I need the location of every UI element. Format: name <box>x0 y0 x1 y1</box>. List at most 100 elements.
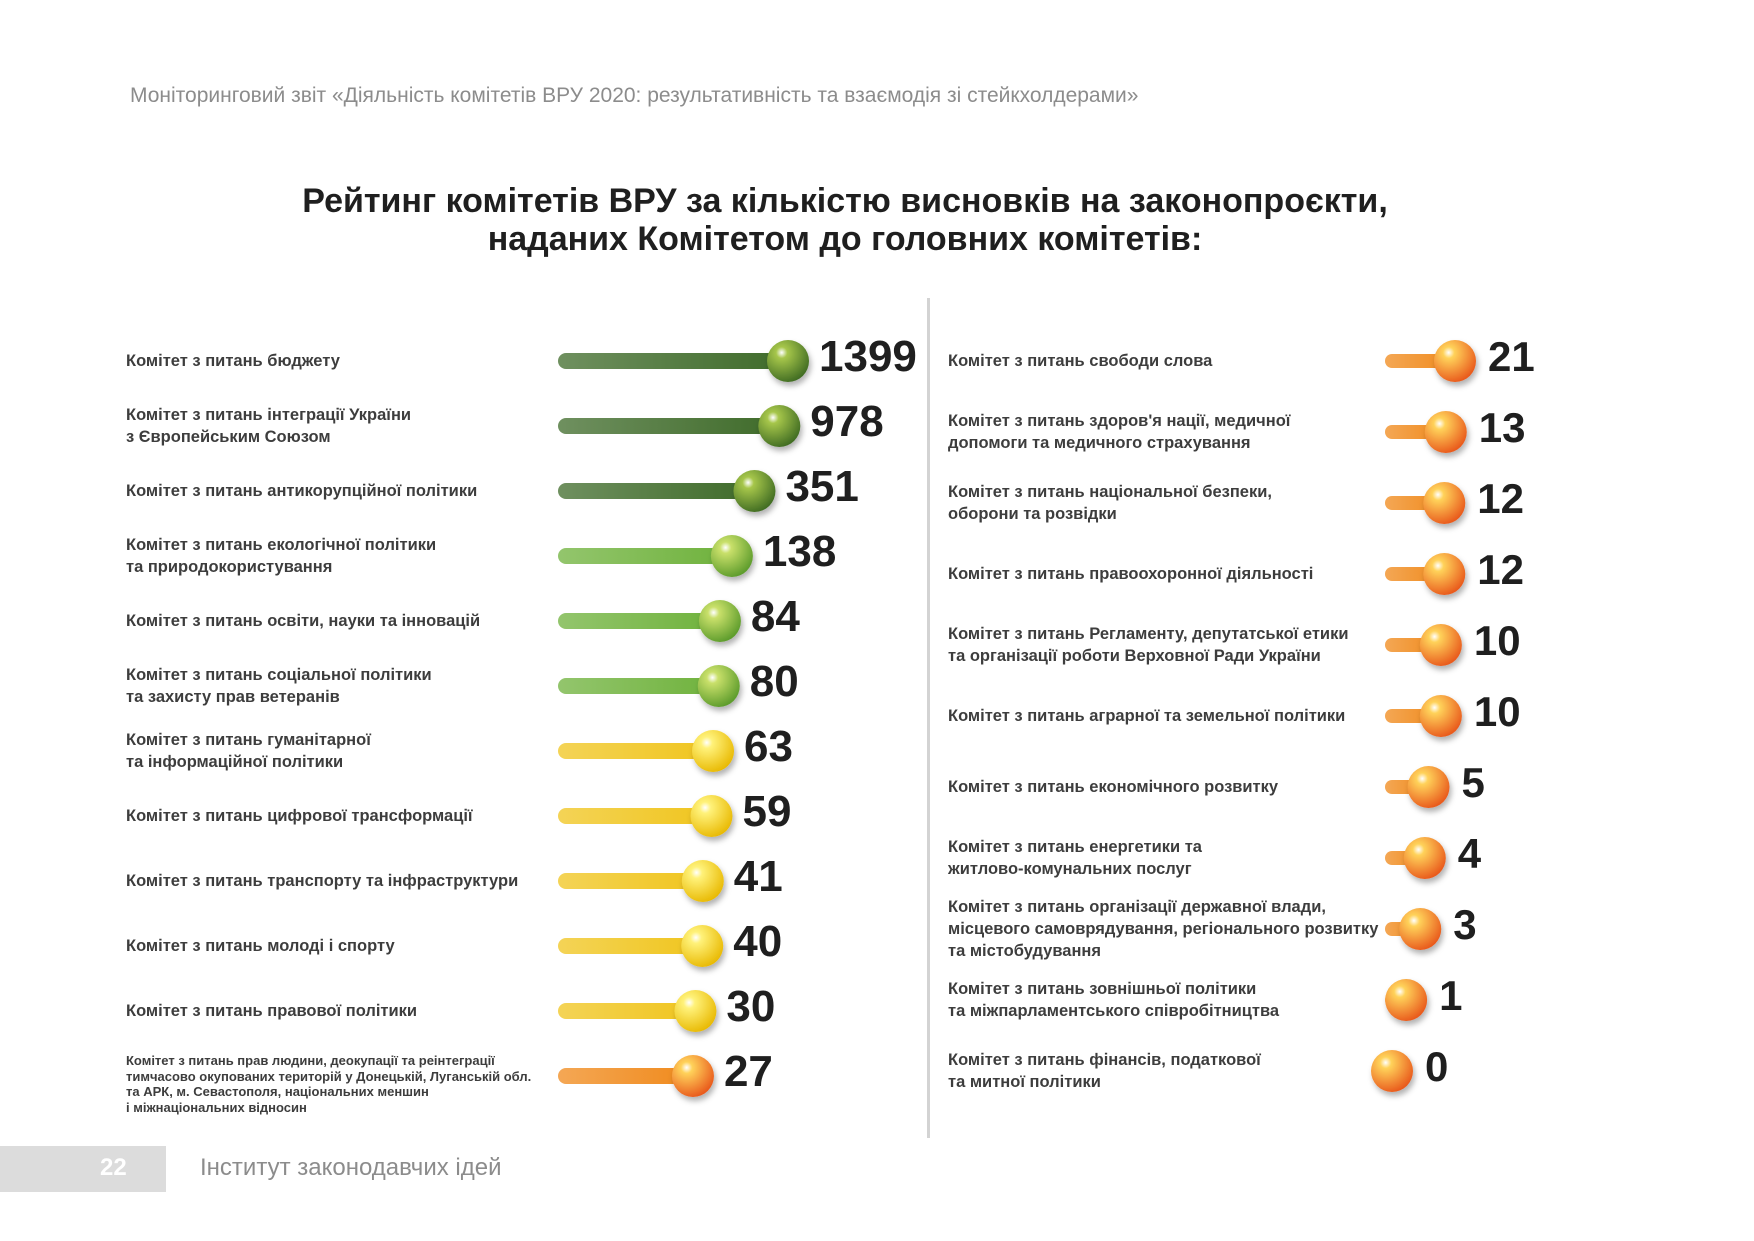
left-category-label-line: Комітет з питань прав людини, деокупації… <box>126 1053 495 1068</box>
right-bar-end-ball <box>1399 908 1442 950</box>
right-bar-end-ball <box>1403 837 1446 879</box>
right-category-label: Комітет з питань організації державної в… <box>948 896 1378 962</box>
right-category-label-line: місцевого самоврядування, регіонального … <box>948 920 1379 938</box>
right-bar-end-ball <box>1423 553 1466 595</box>
right-value-label: 3 <box>1453 901 1477 949</box>
left-bar-end-ball <box>698 600 741 642</box>
right-bar-end-ball <box>1423 482 1466 524</box>
left-bar <box>558 353 788 369</box>
left-value-label: 30 <box>726 982 776 1031</box>
left-value-label: 351 <box>785 462 859 511</box>
right-category-label: Комітет з питань зовнішньої політики та м… <box>948 978 1279 1022</box>
right-bar-end-ball <box>1419 695 1462 737</box>
left-category-label-line: Комітет з питань бюджету <box>126 352 340 370</box>
right-category-label: Комітет з питань здоров'я нації, медично… <box>948 410 1290 454</box>
left-bar-end-ball <box>690 795 733 837</box>
right-bar-end-ball <box>1434 340 1476 382</box>
right-category-label-line: Комітет з питань аграрної та земельної п… <box>948 707 1346 725</box>
right-value-label: 5 <box>1461 759 1485 807</box>
left-bar-end-ball <box>692 730 735 772</box>
right-category-label: Комітет з питань правоохоронної діяльнос… <box>948 563 1313 585</box>
left-category-label-line: Комітет з питань гуманітарної <box>126 731 371 749</box>
left-category-label: Комітет з питань транспорту та інфрастру… <box>126 870 518 892</box>
right-value-label: 10 <box>1473 617 1521 665</box>
right-bar-end-ball <box>1371 1050 1413 1092</box>
left-bar-end-ball <box>681 860 724 902</box>
right-category-label-line: Комітет з питань національної безпеки, <box>948 483 1272 501</box>
left-category-label: Комітет з питань екологічної політики та … <box>126 534 436 578</box>
right-value-label: 1 <box>1439 972 1463 1020</box>
right-category-label: Комітет з питань економічного розвитку <box>948 776 1278 798</box>
left-category-label: Комітет з питань бюджету <box>126 350 340 372</box>
right-category-label-line: Комітет з питань фінансів, податкової <box>948 1051 1261 1069</box>
left-value-label: 41 <box>733 852 783 901</box>
page-number: 22 <box>100 1154 127 1181</box>
right-value-label: 12 <box>1477 475 1524 523</box>
right-bar-end-ball <box>1419 624 1462 666</box>
right-category-label: Комітет з питань фінансів, податкової та … <box>948 1049 1261 1093</box>
footer-organization: Інститут законодавчих ідей <box>200 1154 502 1181</box>
left-category-label-line: Комітет з питань соціальної політики <box>126 666 432 684</box>
left-category-label: Комітет з питань молоді і спорту <box>126 935 395 957</box>
left-category-label: Комітет з питань інтеграції України з Євр… <box>126 404 411 448</box>
left-bar-end-ball <box>674 990 717 1032</box>
left-bar <box>558 483 755 499</box>
right-category-label-line: житлово-комунальних послуг <box>948 860 1192 878</box>
left-value-label: 59 <box>742 787 792 836</box>
left-bar <box>558 613 720 629</box>
right-category-label-line: оборони та розвідки <box>948 505 1117 523</box>
footer-page-box <box>0 1146 166 1192</box>
left-category-label-line: і міжнаціональних відносин <box>126 1099 307 1115</box>
right-value-label: 0 <box>1425 1043 1449 1091</box>
left-value-label: 84 <box>750 592 800 641</box>
right-category-label-line: та митної політики <box>948 1073 1101 1091</box>
left-category-label-line: та інформаційної політики <box>126 753 344 771</box>
left-category-label-line: Комітет з питань цифрової трансформації <box>126 807 473 825</box>
left-value-label: 978 <box>810 397 884 446</box>
left-category-label-line: Комітет з питань молоді і спорту <box>126 937 395 955</box>
left-category-label-line: Комітет з питань освіти, науки та іннова… <box>126 612 481 630</box>
left-category-label: Комітет з питань освіти, науки та іннова… <box>126 610 480 632</box>
right-bar-end-ball <box>1385 979 1428 1021</box>
left-bar <box>558 873 703 889</box>
right-category-label-line: Комітет з питань зовнішньої політики <box>948 980 1257 998</box>
left-category-label: Комітет з питань антикорупційної політик… <box>126 480 477 502</box>
left-value-label: 138 <box>762 527 837 576</box>
right-bar-end-ball <box>1407 766 1450 808</box>
left-category-label: Комітет з питань правової політики <box>126 1000 417 1022</box>
right-category-label-line: Комітет з питань організації державної в… <box>948 898 1326 916</box>
left-bar <box>558 678 719 694</box>
left-bar-end-ball <box>681 925 724 967</box>
left-bar-end-ball <box>697 665 740 707</box>
left-category-label-line: Комітет з питань антикорупційної політик… <box>126 482 478 500</box>
report-header: Моніторинговий звіт «Діяльність комітеті… <box>130 84 1139 107</box>
left-category-label: Комітет з питань соціальної політики та з… <box>126 664 432 708</box>
right-category-label-line: Комітет з питань здоров'я нації, медично… <box>948 412 1291 430</box>
right-value-label: 10 <box>1473 688 1521 736</box>
right-category-label-line: та міжпарламентського співробітництва <box>948 1002 1280 1020</box>
left-bar <box>558 938 703 954</box>
left-category-label-line: та АРК, м. Севастополя, національних мен… <box>126 1084 429 1099</box>
left-value-label: 80 <box>749 657 799 706</box>
right-value-label: 21 <box>1488 333 1535 381</box>
right-category-label-line: та організації роботи Верховної Ради Укр… <box>948 647 1321 665</box>
left-bar-end-ball <box>767 340 809 382</box>
left-bar <box>558 548 732 564</box>
left-category-label-line: та захисту прав ветеранів <box>126 688 340 706</box>
right-value-label: 4 <box>1457 830 1482 878</box>
right-category-label-line: Комітет з питань Регламенту, депутатсько… <box>948 625 1349 643</box>
left-bar <box>558 1068 693 1084</box>
right-category-label-line: Комітет з питань економічного розвитку <box>948 778 1279 796</box>
left-category-label-line: Комітет з питань правової політики <box>126 1002 418 1020</box>
left-category-label-line: та природокористування <box>126 558 333 576</box>
right-category-label: Комітет з питань свободи слова <box>948 350 1212 372</box>
left-category-label-line: з Європейським Союзом <box>126 428 331 446</box>
right-value-label: 12 <box>1477 546 1524 594</box>
left-bar-end-ball <box>710 535 753 577</box>
left-category-label-line: тимчасово окупованих територій у Донецьк… <box>126 1068 532 1084</box>
right-category-label: Комітет з питань енергетики та житлово-ко… <box>948 836 1202 880</box>
left-category-label: Комітет з питань гуманітарної та інформац… <box>126 729 371 773</box>
left-bar <box>558 743 714 759</box>
right-value-label: 13 <box>1478 404 1526 452</box>
